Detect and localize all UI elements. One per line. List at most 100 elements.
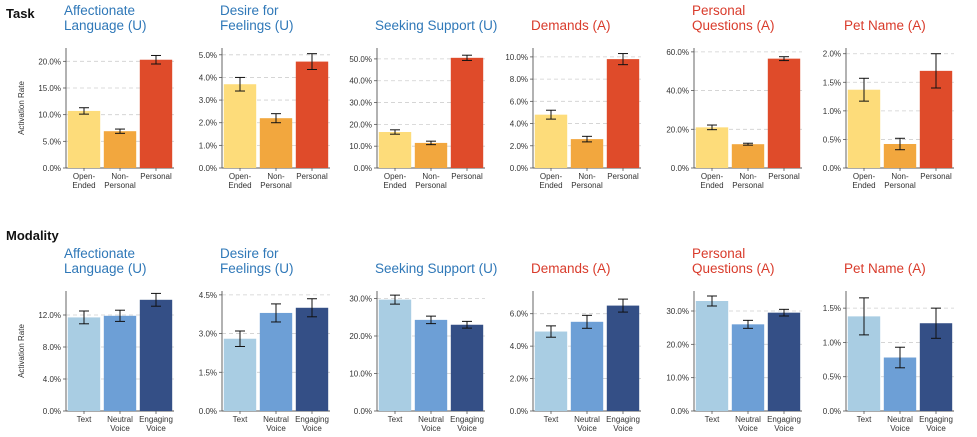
chart-title: Questions (A) xyxy=(692,261,775,276)
x-tick-label: Non- xyxy=(739,172,757,181)
bar xyxy=(450,324,484,411)
bar xyxy=(731,324,765,411)
x-tick-label: Personal xyxy=(607,172,639,181)
x-tick-label: Voice xyxy=(302,424,322,433)
y-tick-label: 20.0% xyxy=(38,57,61,66)
y-tick-label: 0.0% xyxy=(510,164,528,173)
bar xyxy=(67,110,101,168)
x-tick-label: Ended xyxy=(852,181,875,190)
y-tick-label: 3.0% xyxy=(199,330,217,339)
x-tick-label: Text xyxy=(233,415,248,424)
y-tick-label: 0.0% xyxy=(199,407,217,416)
y-tick-label: 10.0% xyxy=(349,142,372,151)
y-tick-label: 50.0% xyxy=(349,55,372,64)
chart-task-5: Pet Name (A) 0.0% 0.5% 1.0% 1.5% 2.0% Open-End… xyxy=(823,18,954,190)
y-tick-label: 4.5% xyxy=(199,291,217,300)
chart-title: Feelings (U) xyxy=(220,18,294,33)
y-axis-label: Activation Rate xyxy=(17,324,26,378)
x-tick-label: Voice xyxy=(738,424,758,433)
bar xyxy=(534,331,568,411)
bar xyxy=(259,312,293,411)
y-tick-label: 0.0% xyxy=(823,164,841,173)
x-tick-label: Text xyxy=(544,415,559,424)
x-tick-label: Ended xyxy=(228,181,251,190)
bar xyxy=(295,61,329,169)
x-tick-label: Text xyxy=(705,415,720,424)
bar xyxy=(534,114,568,168)
x-tick-label: Voice xyxy=(774,424,794,433)
bar xyxy=(767,58,801,169)
y-tick-label: 0.0% xyxy=(510,407,528,416)
x-tick-label: Text xyxy=(77,415,92,424)
y-tick-label: 10.0% xyxy=(349,370,372,379)
x-tick-label: Text xyxy=(388,415,403,424)
chart-title: Pet Name (A) xyxy=(844,18,926,33)
bar xyxy=(606,59,640,168)
bar xyxy=(570,139,604,168)
x-tick-label: Non- xyxy=(422,172,440,181)
x-tick-label: Open- xyxy=(229,172,252,181)
x-tick-label: Neutral xyxy=(263,415,289,424)
chart-modality-2: Seeking Support (U) 0.0% 10.0% 20.0% 30.0% Te… xyxy=(349,261,497,433)
x-tick-label: Personal xyxy=(260,181,292,190)
y-tick-label: 2.0% xyxy=(823,50,841,59)
y-tick-label: 15.0% xyxy=(38,84,61,93)
y-tick-label: 1.0% xyxy=(823,107,841,116)
x-tick-label: Non- xyxy=(111,172,129,181)
bar xyxy=(103,131,137,168)
y-tick-label: 30.0% xyxy=(666,307,689,316)
chart-modality-5: Pet Name (A)0.0%0.5%1.0%1.5%Text NeutralV… xyxy=(823,261,954,433)
x-tick-label: Ended xyxy=(539,181,562,190)
chart-title: Seeking Support (U) xyxy=(375,18,497,33)
bar xyxy=(295,307,329,411)
bar xyxy=(414,142,448,168)
bar xyxy=(259,118,293,168)
bar xyxy=(67,317,101,411)
chart-title: Personal xyxy=(692,246,745,261)
x-tick-label: Ended xyxy=(700,181,723,190)
x-tick-label: Personal xyxy=(415,181,447,190)
x-tick-label: Open- xyxy=(540,172,563,181)
bar xyxy=(103,315,137,411)
chart-title: Questions (A) xyxy=(692,18,775,33)
x-tick-label: Engaging xyxy=(767,415,801,424)
x-tick-label: Open- xyxy=(384,172,407,181)
y-tick-label: 0.0% xyxy=(354,164,372,173)
chart-title: Demands (A) xyxy=(531,261,611,276)
x-tick-label: Text xyxy=(857,415,872,424)
y-tick-label: 20.0% xyxy=(666,125,689,134)
chart-title: Seeking Support (U) xyxy=(375,261,497,276)
bar xyxy=(223,84,257,168)
bar xyxy=(847,89,881,168)
y-tick-label: 6.0% xyxy=(510,97,528,106)
x-tick-label: Open- xyxy=(73,172,96,181)
y-tick-label: 0.0% xyxy=(43,407,61,416)
y-tick-label: 6.0% xyxy=(510,310,528,319)
chart-title: Personal xyxy=(692,3,745,18)
y-tick-label: 20.0% xyxy=(666,340,689,349)
y-tick-label: 40.0% xyxy=(666,87,689,96)
chart-task-3: Demands (A) 0.0% 2.0% 4.0% 6.0% 8.0% 10.0% Open… xyxy=(505,18,641,190)
chart-title: Language (U) xyxy=(64,261,147,276)
x-tick-label: Personal xyxy=(296,172,328,181)
x-tick-label: Voice xyxy=(613,424,633,433)
y-tick-label: 0.0% xyxy=(354,407,372,416)
x-tick-label: Neutral xyxy=(107,415,133,424)
x-tick-label: Voice xyxy=(457,424,477,433)
chart-title: Desire for xyxy=(220,246,279,261)
y-tick-label: 2.0% xyxy=(510,142,528,151)
y-tick-label: 0.0% xyxy=(671,407,689,416)
bar xyxy=(378,299,412,411)
bar xyxy=(731,144,765,168)
bar xyxy=(767,312,801,411)
y-tick-label: 4.0% xyxy=(199,73,217,82)
x-tick-label: Personal xyxy=(732,181,764,190)
y-tick-label: 8.0% xyxy=(510,75,528,84)
y-tick-label: 1.0% xyxy=(823,338,841,347)
chart-title: Pet Name (A) xyxy=(844,261,926,276)
